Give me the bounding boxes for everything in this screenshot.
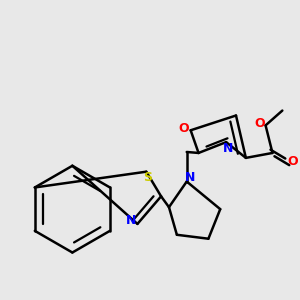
Text: O: O bbox=[178, 122, 189, 135]
Text: O: O bbox=[288, 155, 298, 168]
Text: N: N bbox=[222, 142, 233, 154]
Text: N: N bbox=[184, 171, 195, 184]
Text: S: S bbox=[143, 170, 152, 184]
Text: O: O bbox=[254, 117, 265, 130]
Text: N: N bbox=[126, 214, 137, 227]
